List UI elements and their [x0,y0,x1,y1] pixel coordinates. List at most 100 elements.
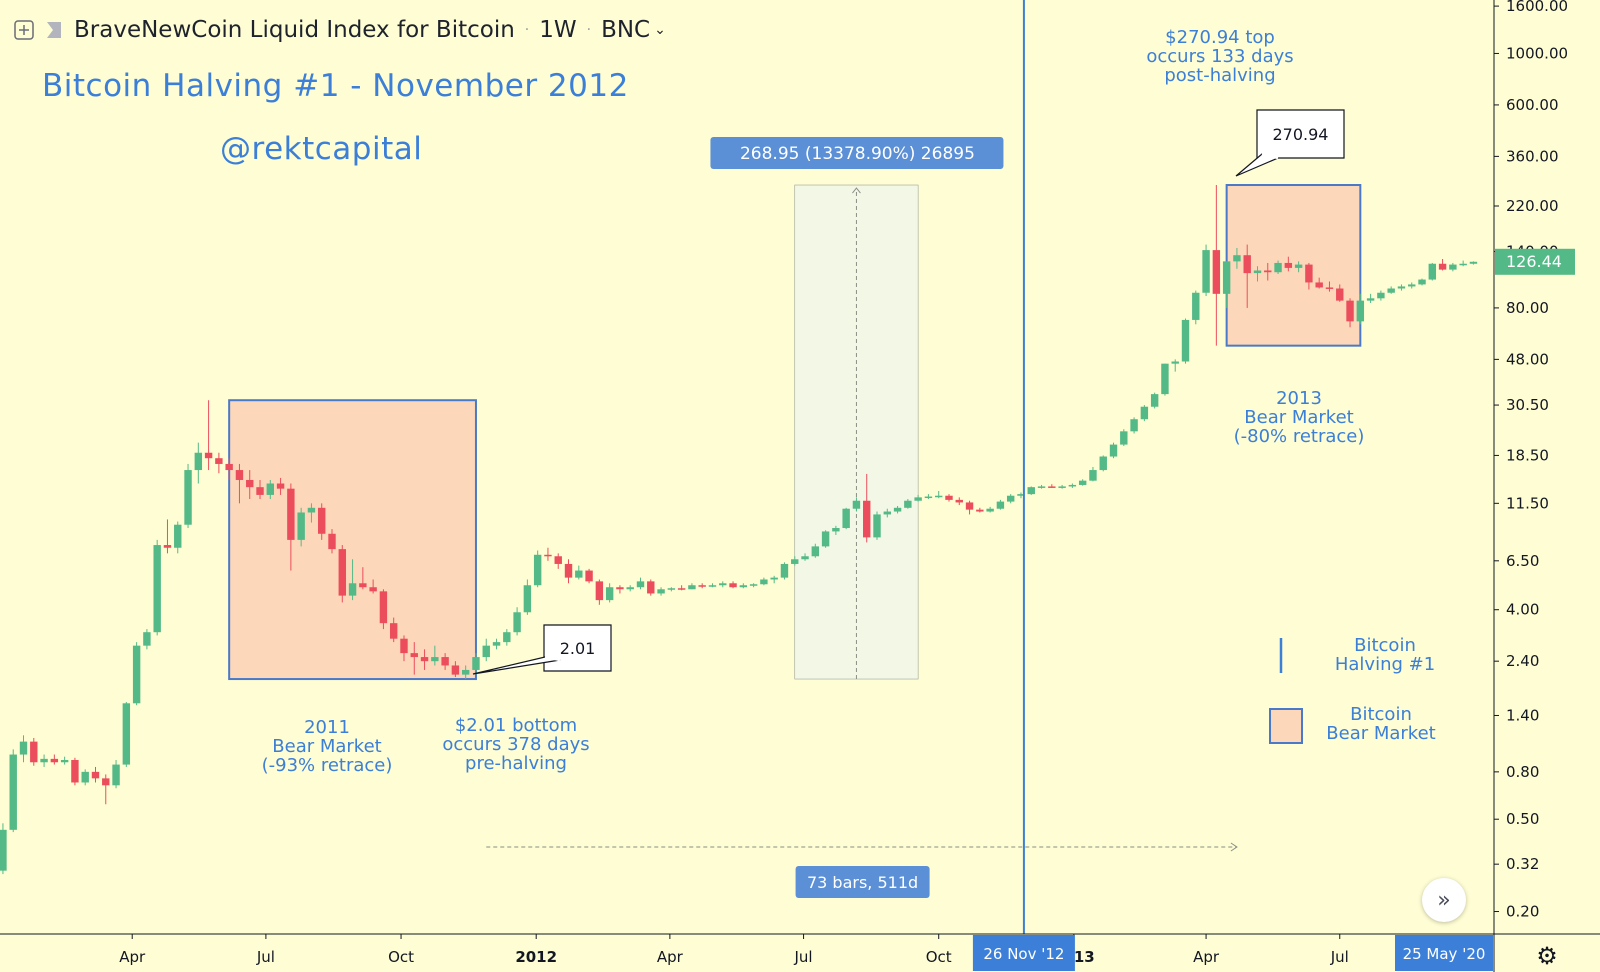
candle[interactable] [1274,262,1282,273]
candle[interactable] [667,588,676,590]
candle[interactable] [359,583,367,588]
candle[interactable] [1284,262,1293,268]
candle[interactable] [729,583,737,588]
candle[interactable] [1469,261,1478,264]
candle[interactable] [626,587,634,590]
candle[interactable] [1315,282,1323,288]
candle[interactable] [143,632,151,646]
candle[interactable] [215,458,223,464]
scroll-to-realtime-button[interactable]: » [1422,878,1466,922]
candle[interactable] [1150,394,1159,407]
candle[interactable] [1202,250,1210,293]
candle[interactable] [1305,264,1313,283]
candle[interactable] [184,470,192,525]
candle[interactable] [1264,270,1272,273]
candle[interactable] [616,587,624,590]
candle[interactable] [760,579,768,585]
candle[interactable] [153,545,161,633]
candle[interactable] [842,508,850,529]
candle[interactable] [863,500,871,538]
candle[interactable] [1089,470,1097,481]
candle[interactable] [1212,250,1221,294]
candle[interactable] [739,585,748,588]
candle[interactable] [832,528,840,532]
candle[interactable] [112,764,120,786]
candle[interactable] [1027,487,1035,495]
candle[interactable] [708,585,717,587]
candle[interactable] [914,497,922,501]
candle[interactable] [194,452,203,471]
candle[interactable] [1109,444,1118,457]
candle[interactable] [71,759,79,783]
candle[interactable] [472,657,480,670]
candle[interactable] [523,585,532,613]
candle[interactable] [503,632,511,643]
candle[interactable] [1017,494,1025,496]
candle[interactable] [1048,486,1056,488]
candle[interactable] [1459,263,1467,266]
candle[interactable] [379,591,388,624]
candle[interactable] [1336,288,1344,301]
candle[interactable] [1253,270,1262,274]
candle[interactable] [451,665,460,675]
candle[interactable] [60,759,69,763]
gear-icon[interactable]: ⚙ [1536,942,1558,970]
candle[interactable] [348,583,357,596]
candle[interactable] [791,559,799,564]
candle[interactable] [1366,298,1375,301]
candle[interactable] [719,583,727,586]
candle[interactable] [996,501,1005,509]
candle[interactable] [852,500,861,509]
candle[interactable] [893,507,902,512]
candle[interactable] [482,645,490,658]
bear-market-box-2011[interactable] [228,399,477,681]
candle[interactable] [1181,319,1190,362]
candle[interactable] [1243,255,1251,274]
candle[interactable] [1325,287,1334,289]
candle[interactable] [266,483,275,495]
candle[interactable] [585,570,593,582]
candle[interactable] [1387,288,1395,293]
candle[interactable] [513,612,521,633]
candle[interactable] [1192,292,1200,320]
candle[interactable] [575,570,583,578]
candle[interactable] [9,754,17,830]
candle[interactable] [204,452,213,459]
candle[interactable] [1068,484,1077,487]
candle[interactable] [605,587,614,601]
candle[interactable] [235,470,244,480]
symbol-name[interactable]: BraveNewCoin Liquid Index for Bitcoin [74,17,515,43]
candle[interactable] [965,502,974,510]
candle[interactable] [533,554,542,586]
candle[interactable] [318,507,326,534]
candle[interactable] [1449,264,1457,270]
candle[interactable] [770,577,778,580]
candle[interactable] [328,533,336,550]
candle[interactable] [657,589,665,594]
candle[interactable] [698,585,706,587]
candle[interactable] [1294,264,1303,268]
candle[interactable] [1428,263,1437,280]
candle[interactable] [225,463,233,471]
candle[interactable] [102,778,110,786]
candle[interactable] [0,829,7,871]
candle[interactable] [400,638,408,654]
candle[interactable] [595,581,604,601]
candle[interactable] [554,556,562,564]
candle[interactable] [1171,361,1179,364]
candle[interactable] [883,511,891,515]
candle[interactable] [1438,263,1447,270]
candle[interactable] [132,645,141,704]
candle[interactable] [1120,431,1128,445]
candle[interactable] [461,669,470,675]
candle[interactable] [647,581,655,594]
candle[interactable] [256,487,264,495]
candle[interactable] [1346,300,1354,322]
symbol-header[interactable]: BraveNewCoin Liquid Index for Bitcoin · … [14,14,666,46]
candle[interactable] [287,488,295,540]
candle[interactable] [276,483,285,489]
candle[interactable] [976,509,984,512]
candle[interactable] [369,587,377,592]
candle[interactable] [544,554,552,557]
